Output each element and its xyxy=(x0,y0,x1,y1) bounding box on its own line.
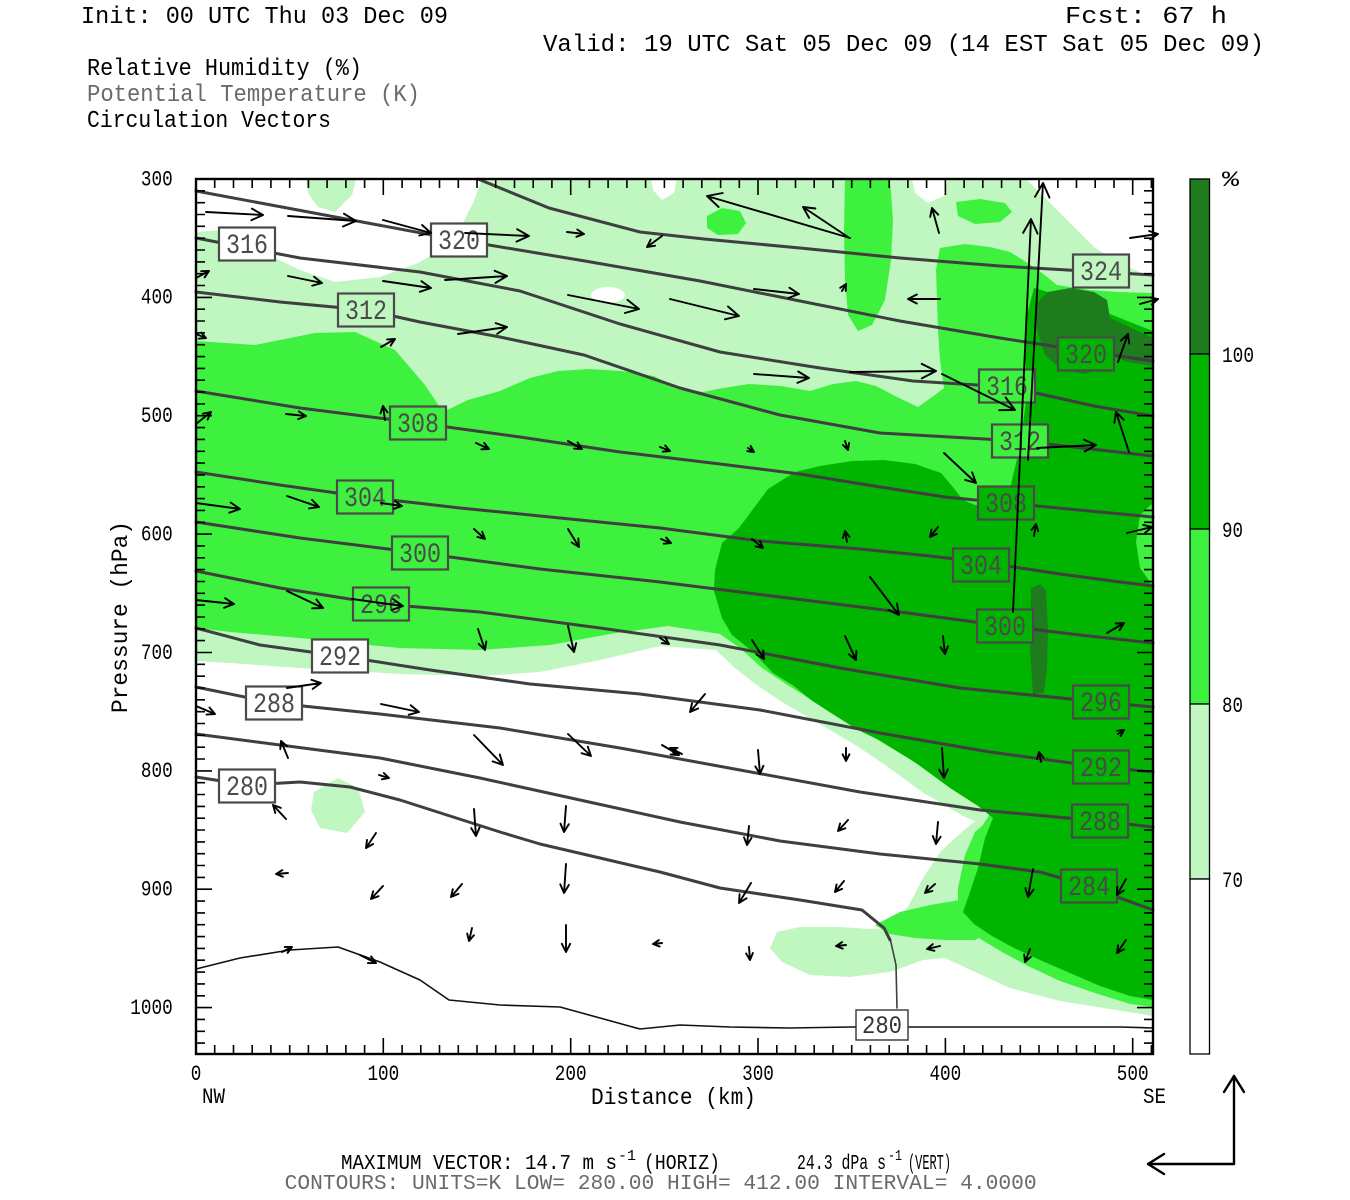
svg-text:24.3 dPa s: 24.3 dPa s xyxy=(797,1153,886,1176)
svg-text:284: 284 xyxy=(1068,873,1110,904)
svg-text:0: 0 xyxy=(191,1062,202,1087)
svg-text:Init: 00 UTC Thu 03 Dec 09: Init: 00 UTC Thu 03 Dec 09 xyxy=(81,4,448,31)
svg-text:800: 800 xyxy=(141,759,173,784)
svg-text:304: 304 xyxy=(960,552,1002,583)
svg-text:300: 300 xyxy=(984,613,1026,644)
svg-text:100: 100 xyxy=(1222,344,1254,369)
svg-text:316: 316 xyxy=(226,231,268,262)
svg-text:288: 288 xyxy=(253,690,295,721)
svg-text:280: 280 xyxy=(226,773,268,804)
svg-text:600: 600 xyxy=(141,522,173,547)
svg-text:Pressure (hPa): Pressure (hPa) xyxy=(108,521,134,713)
svg-text:400: 400 xyxy=(141,286,173,311)
svg-text:-1: -1 xyxy=(618,1148,636,1165)
svg-text:400: 400 xyxy=(929,1062,961,1087)
svg-text:Valid: 19 UTC Sat 05 Dec 09 (1: Valid: 19 UTC Sat 05 Dec 09 (14 EST Sat … xyxy=(543,32,1264,59)
svg-text:SE: SE xyxy=(1143,1085,1166,1110)
svg-text:Circulation Vectors: Circulation Vectors xyxy=(87,108,331,135)
svg-text:%: % xyxy=(1222,168,1240,193)
svg-text:304: 304 xyxy=(344,484,386,515)
svg-text:300: 300 xyxy=(141,167,173,192)
svg-text:320: 320 xyxy=(438,227,480,258)
svg-text:320: 320 xyxy=(1065,341,1107,372)
svg-text:324: 324 xyxy=(1080,258,1122,289)
svg-text:308: 308 xyxy=(985,490,1027,521)
svg-text:900: 900 xyxy=(141,878,173,903)
svg-text:NW: NW xyxy=(202,1085,226,1110)
svg-text:280: 280 xyxy=(862,1012,902,1041)
svg-text:Relative Humidity (%): Relative Humidity (%) xyxy=(87,56,362,83)
svg-text:500: 500 xyxy=(141,404,173,429)
svg-text:312: 312 xyxy=(345,297,387,328)
svg-text:288: 288 xyxy=(1079,808,1121,839)
svg-text:Fcst: 67 h: Fcst: 67 h xyxy=(1065,4,1227,31)
svg-text:CONTOURS: UNITS=K LOW= 280.: CONTOURS: UNITS=K LOW= 280.00 HIGH= 412.… xyxy=(285,1173,1037,1196)
svg-text:296: 296 xyxy=(1080,689,1122,720)
svg-text:90: 90 xyxy=(1222,519,1243,544)
svg-text:100: 100 xyxy=(367,1062,399,1087)
svg-text:Distance (km): Distance (km) xyxy=(591,1085,756,1111)
svg-text:700: 700 xyxy=(141,641,173,666)
svg-text:(HORIZ): (HORIZ) xyxy=(644,1153,720,1176)
svg-text:80: 80 xyxy=(1222,694,1243,719)
svg-text:500: 500 xyxy=(1117,1062,1149,1087)
svg-text:300: 300 xyxy=(742,1062,774,1087)
svg-text:292: 292 xyxy=(1080,754,1122,785)
svg-text:-1: -1 xyxy=(888,1148,902,1165)
svg-text:308: 308 xyxy=(397,410,439,441)
svg-text:292: 292 xyxy=(319,643,361,674)
svg-text:(VERT): (VERT) xyxy=(908,1153,951,1176)
svg-text:300: 300 xyxy=(399,540,441,571)
svg-text:1000: 1000 xyxy=(130,996,172,1021)
svg-text:70: 70 xyxy=(1222,869,1243,894)
svg-text:MAXIMUM VECTOR: 14.7 m s: MAXIMUM VECTOR: 14.7 m s xyxy=(341,1153,617,1176)
svg-text:296: 296 xyxy=(360,591,402,622)
svg-text:Potential Temperature (K): Potential Temperature (K) xyxy=(87,82,420,109)
svg-text:200: 200 xyxy=(555,1062,587,1087)
